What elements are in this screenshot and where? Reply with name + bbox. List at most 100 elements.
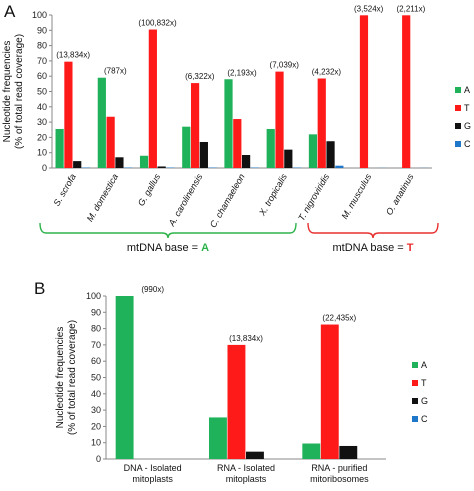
coverage-label: (990x) (141, 285, 164, 294)
y-tick-label: 0 (96, 454, 101, 464)
bar-t (190, 83, 200, 168)
bar-g (246, 451, 264, 459)
bar-t (359, 15, 369, 168)
y-tick-label: 10 (91, 438, 101, 448)
y-tick-label: 50 (37, 87, 47, 97)
coverage-label: (7,039x) (270, 61, 300, 70)
bar-g (115, 157, 124, 168)
bar-t (402, 15, 411, 168)
y-tick-label: 0 (42, 163, 47, 173)
bar-a (139, 155, 149, 168)
category-label: G. gallus (136, 172, 163, 208)
bar-g (157, 166, 166, 168)
coverage-label: (13,834x) (56, 51, 90, 60)
coverage-label: (22,435x) (322, 314, 356, 323)
chart-b: 0 10 20 30 40 50 60 70 80 90 100 Nucleotide frequen… (55, 285, 428, 484)
bar-g (199, 141, 208, 168)
y-tick-label: 80 (91, 324, 101, 334)
bar-a (55, 128, 64, 168)
bar-g (326, 141, 335, 168)
legend-swatch-g (455, 123, 461, 129)
category-label: RNA - Isolated (217, 463, 275, 473)
legend-swatch-t (455, 105, 461, 111)
category-label: O. anatinus (384, 172, 416, 217)
y-tick-label: 80 (37, 41, 47, 51)
bar-t (64, 61, 73, 168)
legend-label: G (464, 121, 471, 131)
legend-label: T (464, 103, 470, 113)
y-axis-label: Nucleotide frequencies (55, 327, 66, 429)
y-axis-label: (% of total read coverage) (67, 320, 78, 435)
bar-t (227, 344, 246, 459)
category-label: S. scrofa (51, 172, 77, 208)
category-label: C. chamaeleon (208, 172, 247, 229)
y-tick-label: 90 (37, 25, 47, 35)
category-label: M. domestica (85, 172, 120, 223)
legend-swatch-c (455, 141, 461, 147)
bar-t (233, 119, 242, 168)
coverage-label: (4,232x) (312, 67, 342, 76)
legend-label: T (421, 378, 427, 388)
bar-t (275, 71, 284, 168)
coverage-label: (13,834x) (229, 334, 263, 343)
bar-t (320, 324, 339, 459)
legend-label: C (464, 139, 471, 149)
category-label: RNA - purified (311, 463, 367, 473)
legend-swatch-g (412, 398, 418, 404)
bar-a (308, 134, 318, 168)
coverage-label: (3,524x) (354, 4, 384, 13)
y-tick-label: 70 (91, 340, 101, 350)
y-tick-label: 60 (91, 356, 101, 366)
group-bracket (39, 222, 297, 239)
bar-a (182, 126, 191, 168)
group-label: mtDNA base = T (332, 242, 413, 254)
category-label: mitoplasts (132, 474, 173, 484)
coverage-label: (787x) (104, 67, 127, 76)
category-label: T. nigroviridis (296, 172, 331, 223)
y-tick-label: 30 (91, 405, 101, 415)
panel-letter-b: B (34, 279, 45, 298)
category-label: mitoribosomes (310, 474, 369, 484)
group-label: mtDNA base = A (127, 242, 209, 254)
bar-a (209, 417, 227, 459)
y-tick-label: 90 (91, 307, 101, 317)
coverage-label: (6,322x) (185, 72, 215, 81)
bar-a (302, 443, 321, 459)
legend-label: A (464, 85, 470, 95)
legend-swatch-t (412, 380, 418, 386)
category-label: DNA - Isolated (124, 463, 182, 473)
category-label: mitoplasts (226, 474, 267, 484)
y-tick-label: 100 (32, 10, 47, 20)
coverage-label: (2,211x) (397, 4, 426, 13)
legend-label: A (421, 360, 427, 370)
coverage-label: (100,832x) (138, 19, 177, 28)
y-tick-label: 10 (37, 148, 47, 158)
legend-swatch-c (412, 416, 418, 422)
legend-swatch-a (455, 87, 461, 93)
category-label: M. musculus (339, 172, 373, 221)
bar-t (106, 116, 115, 168)
bar-t (148, 29, 157, 168)
bar-a (266, 128, 275, 168)
legend-label: G (421, 396, 428, 406)
bar-g (339, 445, 358, 459)
group-bracket (307, 222, 439, 239)
category-label: X. tropicalis (257, 172, 290, 219)
y-tick-label: 20 (91, 421, 101, 431)
bar-a (97, 77, 106, 168)
y-tick-label: 100 (86, 291, 101, 301)
y-axis-label: (% of total read coverage) (14, 34, 25, 149)
panel-letter-a: A (4, 2, 16, 21)
y-tick-label: 40 (37, 102, 47, 112)
bar-g (284, 149, 293, 168)
legend-swatch-a (412, 362, 418, 368)
y-tick-label: 60 (37, 71, 47, 81)
y-tick-label: 70 (37, 56, 47, 66)
category-label: A. carolinensis (166, 172, 205, 229)
bar-g (242, 154, 251, 168)
y-tick-label: 20 (37, 132, 47, 142)
group-brackets: mtDNA base = A mtDNA base = T (39, 222, 439, 254)
bar-t (317, 78, 326, 168)
y-tick-label: 30 (37, 117, 47, 127)
